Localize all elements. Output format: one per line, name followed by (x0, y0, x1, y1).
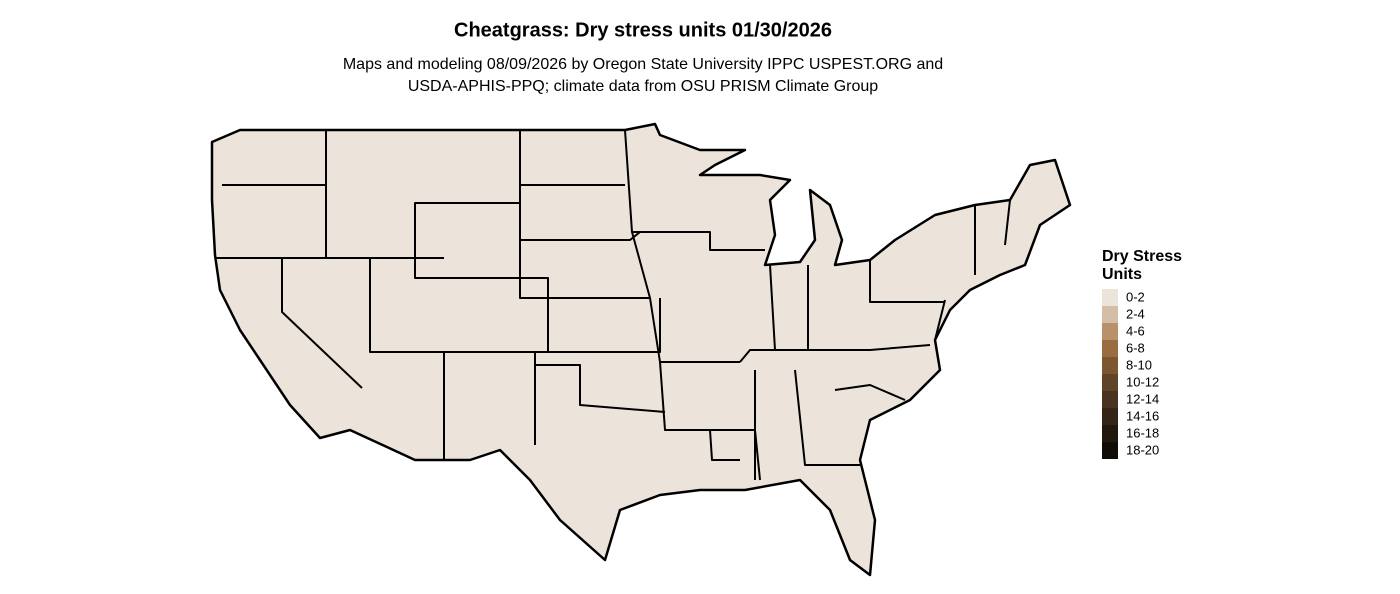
legend-swatch (1102, 391, 1118, 408)
us-map (210, 122, 1072, 577)
legend-label: 10-12 (1126, 374, 1159, 389)
legend-swatch (1102, 340, 1118, 357)
legend-swatch (1102, 306, 1118, 323)
legend-label: 2-4 (1126, 306, 1145, 321)
legend-label: 8-10 (1126, 357, 1152, 372)
legend-title: Units (1102, 266, 1142, 283)
legend-swatch (1102, 425, 1118, 442)
legend-swatch (1102, 442, 1118, 459)
legend-label: 0-2 (1126, 289, 1145, 304)
legend-swatch (1102, 323, 1118, 340)
legend-label: 4-6 (1126, 323, 1145, 338)
state-borders (216, 129, 1011, 481)
legend-title: Dry Stress (1102, 248, 1182, 265)
legend-swatch (1102, 408, 1118, 425)
legend-label: 6-8 (1126, 340, 1145, 355)
subtitle: USDA-APHIS-PPQ; climate data from OSU PR… (408, 78, 878, 95)
country-outline (210, 122, 1072, 577)
legend-label: 16-18 (1126, 425, 1159, 440)
subtitle: Maps and modeling 08/09/2026 by Oregon S… (343, 56, 943, 73)
legend-label: 12-14 (1126, 391, 1159, 406)
legend-label: 18-20 (1126, 442, 1159, 457)
legend-swatch (1102, 374, 1118, 391)
legend-swatch (1102, 289, 1118, 306)
legend-label: 14-16 (1126, 408, 1159, 423)
map-title: Cheatgrass: Dry stress units 01/30/2026 (454, 19, 832, 41)
legend-swatch (1102, 357, 1118, 374)
